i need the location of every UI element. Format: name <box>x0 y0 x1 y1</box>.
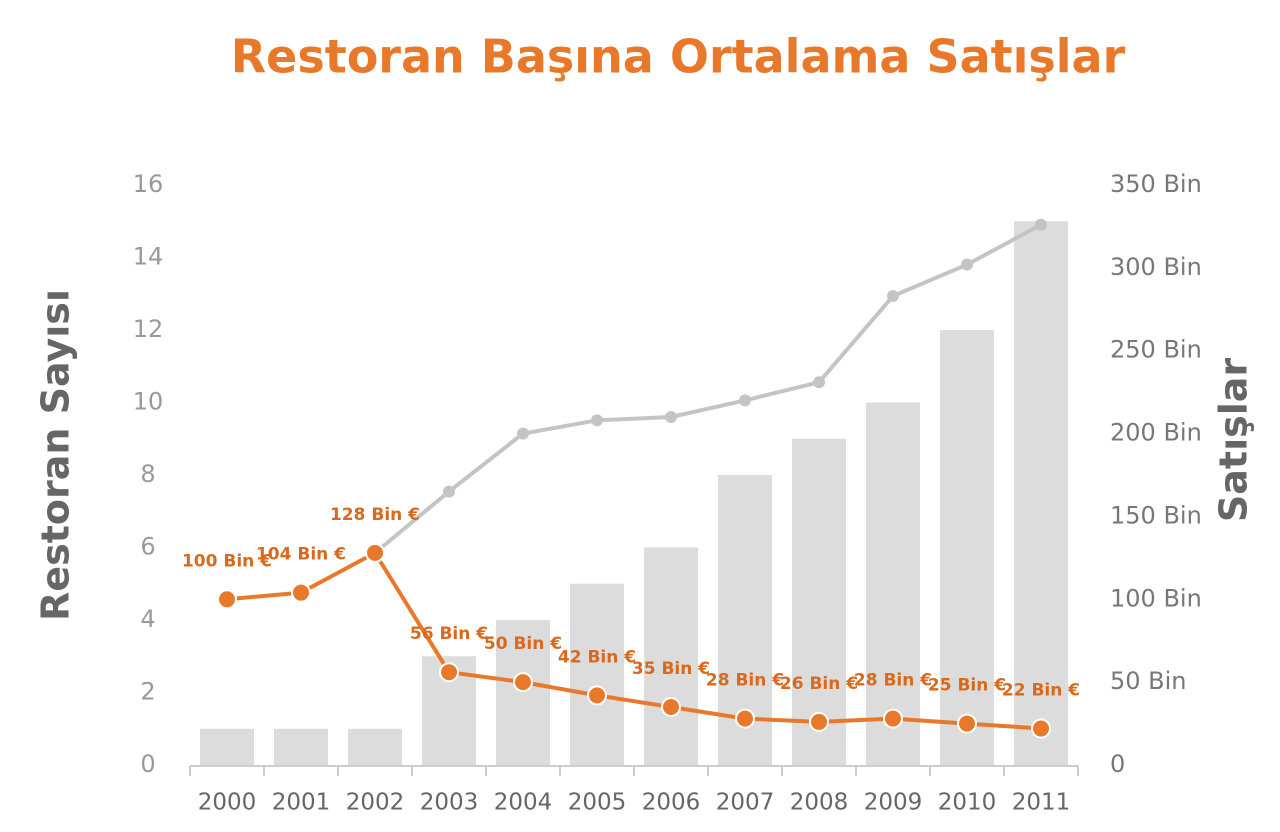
y-tick-label: 14 <box>133 243 164 271</box>
y2-tick-label: 150 Bin <box>1110 501 1202 529</box>
x-tick-label: 2010 <box>938 790 997 816</box>
y-tick-label: 4 <box>140 605 155 633</box>
y-tick-label: 16 <box>133 170 164 198</box>
x-tick-label: 2006 <box>642 790 701 816</box>
bar <box>940 330 994 765</box>
x-tick-label: 2003 <box>420 790 479 816</box>
data-label: 26 Bin € <box>780 674 858 694</box>
y2-tick-label: 300 Bin <box>1110 253 1202 281</box>
point <box>957 713 977 734</box>
x-tick-label: 2008 <box>790 790 849 816</box>
point <box>883 708 903 729</box>
data-label: 100 Bin € <box>182 551 272 571</box>
y2-tick-label: 100 Bin <box>1110 584 1202 612</box>
data-label: 128 Bin € <box>330 505 420 525</box>
y-tick-label: 8 <box>140 460 155 488</box>
point <box>439 662 459 683</box>
point <box>517 427 529 440</box>
y-axis-title: Restoran Sayısı <box>34 289 78 621</box>
bar <box>348 728 402 765</box>
bar <box>792 438 846 765</box>
bar <box>570 583 624 765</box>
y-tick-label: 0 <box>140 750 155 778</box>
y-tick-label: 10 <box>133 388 164 416</box>
data-label: 104 Bin € <box>256 545 346 565</box>
bar <box>866 402 920 765</box>
data-label: 28 Bin € <box>706 671 784 691</box>
bar <box>644 547 698 765</box>
x-tick-label: 2005 <box>568 790 627 816</box>
y2-tick-label: 0 <box>1110 750 1125 778</box>
y2-tick-label: 50 Bin <box>1110 667 1187 695</box>
point <box>887 290 899 303</box>
chart-title: Restoran Başına Ortalama Satışlar <box>231 30 1126 84</box>
bar <box>274 728 328 765</box>
point <box>739 394 751 407</box>
data-label: 35 Bin € <box>632 659 710 679</box>
point <box>813 376 825 389</box>
data-label: 56 Bin € <box>410 624 488 644</box>
x-tick-label: 2004 <box>494 790 553 816</box>
line <box>373 223 1042 555</box>
point <box>735 708 755 729</box>
y2-axis-title: Satışlar <box>1212 358 1256 522</box>
x-tick-label: 2002 <box>346 790 405 816</box>
point <box>809 711 829 732</box>
line <box>226 550 1042 731</box>
y-tick-label: 12 <box>133 315 164 343</box>
point <box>217 589 237 610</box>
point <box>661 697 681 717</box>
bar <box>200 728 254 765</box>
point <box>961 258 973 271</box>
y-tick-label: 2 <box>140 678 155 706</box>
x-tick-label: 2011 <box>1012 790 1071 816</box>
point <box>587 685 607 706</box>
point <box>513 672 533 693</box>
y2-tick-label: 250 Bin <box>1110 336 1202 364</box>
point <box>291 582 311 603</box>
point <box>1035 218 1047 231</box>
point <box>443 485 455 498</box>
bar <box>1014 221 1068 765</box>
y-tick-label: 6 <box>140 533 155 561</box>
point <box>1031 718 1051 739</box>
x-tick-label: 2000 <box>198 790 257 816</box>
bar <box>496 620 550 765</box>
y2-tick-label: 350 Bin <box>1110 170 1202 198</box>
data-label: 50 Bin € <box>484 634 562 654</box>
data-label: 28 Bin € <box>854 671 932 691</box>
data-label: 42 Bin € <box>558 647 636 667</box>
y2-tick-label: 200 Bin <box>1110 419 1202 447</box>
data-label: 25 Bin € <box>928 676 1006 696</box>
point <box>591 414 603 427</box>
point <box>365 542 385 563</box>
data-label: 22 Bin € <box>1002 681 1080 701</box>
point <box>665 411 677 423</box>
x-tick-label: 2001 <box>272 790 331 816</box>
x-tick-label: 2009 <box>864 790 923 816</box>
x-tick-label: 2007 <box>716 790 775 816</box>
